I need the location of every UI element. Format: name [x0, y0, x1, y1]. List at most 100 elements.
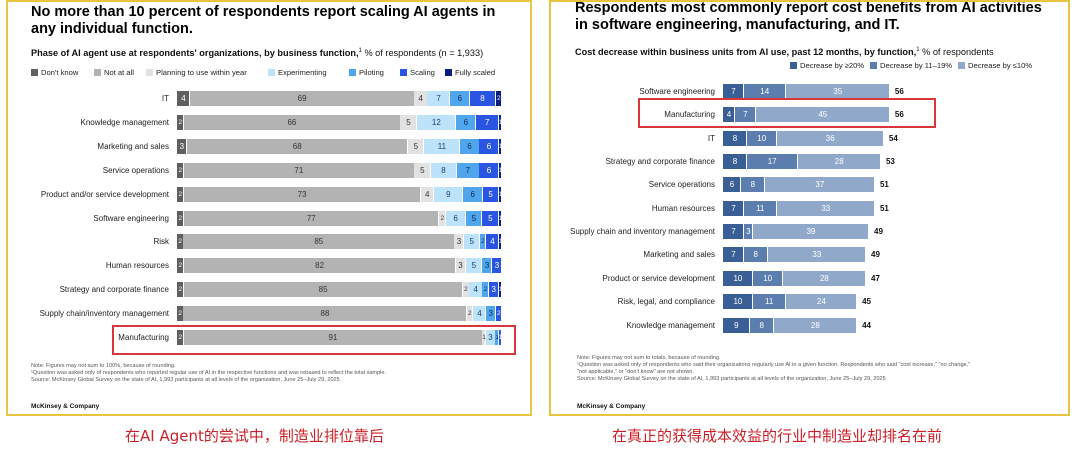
left-bar-marketing-and-sales-piloting — [459, 138, 479, 154]
left-bar-it-experimenting — [427, 91, 450, 106]
left-bar-marketing-and-sales-planning-to-use-within-year — [407, 138, 424, 154]
left-value-label-service-operations-experimenting: 8 — [441, 165, 446, 175]
right-total-label-manufacturing: 56 — [894, 110, 904, 120]
left-value-label-strategy-and-corporate-finance-scaling: 3 — [491, 285, 496, 295]
right-value-label-it-decrease-by-20: 8 — [732, 133, 738, 143]
left-category-label-it: IT — [161, 94, 169, 103]
right-value-label-manufacturing-decrease-by-20: 4 — [726, 110, 732, 120]
left-legend-label-experimenting: Experimenting — [278, 68, 327, 77]
left-category-label-supply-chain-inventory-management: Supply chain/inventory management — [39, 309, 169, 319]
left-value-label-it-planning-to-use-within-year: 4 — [418, 94, 423, 103]
right-bar-software-engineering-decrease-by-10 — [785, 84, 890, 99]
left-legend-swatch-planning-to-use-within-year — [146, 69, 153, 76]
left-category-label-marketing-and-sales: Marketing and sales — [97, 141, 169, 151]
left-value-label-manufacturing-not-at-all: 91 — [328, 333, 338, 342]
right-value-label-risk-legal-and-compliance-decrease-by-10: 24 — [816, 297, 826, 307]
left-value-label-human-resources-don-t-know: 2 — [178, 262, 183, 270]
left-bar-product-and-or-service-development-scaling — [482, 186, 499, 202]
left-manufacturing-highlight-box — [112, 325, 516, 355]
left-value-label-manufacturing-planning-to-use-within-year: 1 — [482, 334, 486, 341]
left-bar-product-and-or-service-development-planning-to-use-within-year — [420, 186, 434, 202]
right-total-label-risk-legal-and-compliance: 45 — [862, 297, 871, 307]
left-bar-strategy-and-corporate-finance-not-at-all — [183, 282, 462, 298]
left-value-label-human-resources-not-at-all: 82 — [315, 261, 325, 271]
left-value-label-product-and-or-service-development-planning-to-use-within-year: 4 — [425, 189, 430, 199]
left-value-label-product-and-or-service-development-scaling: 5 — [488, 189, 493, 199]
left-value-label-software-engineering-fully-scaled: 1 — [498, 214, 503, 222]
left-value-label-product-and-or-service-development-don-t-know: 2 — [178, 190, 183, 198]
left-value-label-human-resources-experimenting: 5 — [471, 261, 477, 271]
right-value-label-knowledge-management-decrease-by-20: 9 — [734, 320, 739, 330]
right-value-label-service-operations-decrease-by-11-19: 8 — [750, 180, 756, 190]
left-value-label-supply-chain-inventory-management-piloting: 3 — [488, 309, 493, 319]
left-value-label-it-experimenting: 7 — [436, 94, 441, 103]
right-value-label-manufacturing-decrease-by-11-19: 7 — [743, 110, 748, 120]
left-bar-strategy-and-corporate-finance-don-t-know — [177, 282, 183, 298]
right-total-label-strategy-and-corporate-finance: 53 — [885, 157, 895, 167]
right-brand: McKinsey & Company — [577, 403, 646, 410]
left-legend-item-scaling: Scaling — [400, 68, 435, 78]
left-value-label-knowledge-management-fully-scaled: 1 — [498, 118, 503, 126]
right-value-label-supply-chain-and-inventory-management-decrease-by-10: 39 — [806, 227, 816, 237]
left-value-label-service-operations-not-at-all: 71 — [294, 165, 304, 175]
right-subtitle-bold: Cost decrease within business units from… — [575, 47, 917, 58]
right-value-label-service-operations-decrease-by-20: 6 — [729, 180, 735, 190]
right-category-label-marketing-and-sales: Marketing and sales — [643, 250, 715, 260]
left-bar-risk-not-at-all — [183, 234, 454, 250]
left-bar-product-and-or-service-development-not-at-all — [183, 186, 421, 202]
right-legend-swatch-decrease-by-20 — [790, 62, 797, 69]
left-legend-item-planning-to-use-within-year: Planning to use within year — [146, 68, 247, 78]
left-legend-swatch-fully-scaled — [445, 69, 452, 76]
left-value-label-manufacturing-don-t-know: 2 — [178, 334, 183, 341]
left-caption: 在AI Agent的尝试中，制造业排位靠后 — [125, 427, 384, 445]
left-legend-item-fully-scaled: Fully scaled — [445, 68, 495, 78]
left-bar-software-engineering-not-at-all — [183, 210, 439, 226]
left-value-label-human-resources-planning-to-use-within-year: 3 — [458, 261, 463, 271]
left-bar-human-resources-piloting — [482, 258, 492, 274]
right-bar-marketing-and-sales-decrease-by-20 — [723, 247, 744, 263]
left-legend-item-piloting: Piloting — [349, 68, 384, 78]
right-value-label-knowledge-management-decrease-by-10: 28 — [810, 320, 820, 330]
left-bar-manufacturing-not-at-all — [183, 330, 482, 345]
left-note-1: Note: Figures may not sum to 100%, becau… — [31, 363, 176, 369]
left-subtitle-rest: % of respondents (n = 1,933) — [361, 48, 484, 59]
left-bar-strategy-and-corporate-finance-scaling — [488, 282, 499, 298]
left-bar-software-engineering-scaling — [482, 210, 499, 226]
right-bar-knowledge-management-decrease-by-10 — [773, 317, 857, 333]
left-value-label-software-engineering-not-at-all: 77 — [306, 213, 316, 223]
right-value-label-marketing-and-sales-decrease-by-10: 33 — [812, 250, 822, 260]
right-chart-panel: Respondents most commonly report cost be… — [549, 0, 1070, 416]
left-bar-product-and-or-service-development-fully-scaled — [498, 186, 502, 202]
left-category-label-product-and-or-service-development: Product and/or service development — [40, 189, 169, 199]
left-bar-marketing-and-sales-not-at-all — [186, 138, 408, 154]
left-legend-item-not-at-all: Not at all — [94, 68, 134, 78]
right-category-label-risk-legal-and-compliance: Risk, legal, and compliance — [617, 297, 715, 307]
right-value-label-human-resources-decrease-by-11-19: 11 — [756, 203, 765, 213]
left-value-label-risk-experimenting: 5 — [469, 237, 474, 247]
left-category-label-human-resources: Human resources — [105, 261, 169, 271]
left-value-label-risk-not-at-all: 85 — [314, 237, 324, 247]
right-bar-supply-chain-and-inventory-management-decrease-by-11-19 — [743, 224, 752, 240]
left-legend-label-piloting: Piloting — [359, 68, 384, 77]
right-category-label-manufacturing: Manufacturing — [664, 110, 715, 120]
right-subtitle-rest: % of respondents — [919, 47, 994, 58]
left-bar-it-don-t-know — [177, 91, 190, 106]
left-bar-risk-experimenting — [463, 234, 480, 250]
right-bar-manufacturing-decrease-by-20 — [723, 107, 735, 123]
left-bar-knowledge-management-fully-scaled — [498, 114, 502, 130]
left-value-label-it-don-t-know: 4 — [181, 94, 186, 103]
left-bar-it-planning-to-use-within-year — [414, 91, 427, 106]
left-subtitle-bold: Phase of AI agent use at respondents' or… — [31, 48, 359, 59]
left-legend-swatch-don-t-know — [31, 69, 38, 76]
left-category-label-risk: Risk — [153, 237, 169, 247]
left-value-label-it-fully-scaled: 2 — [496, 95, 501, 102]
left-bar-marketing-and-sales-scaling — [479, 138, 499, 154]
left-value-label-strategy-and-corporate-finance-fully-scaled: 1 — [498, 286, 503, 294]
left-bar-marketing-and-sales-experimenting — [424, 138, 460, 154]
left-bar-marketing-and-sales-fully-scaled — [498, 138, 502, 154]
left-legend-swatch-experimenting — [268, 69, 275, 76]
right-subtitle-sup: 1 — [916, 47, 920, 53]
left-value-label-marketing-and-sales-not-at-all: 68 — [292, 141, 302, 151]
right-note-3: "not applicable," or "don't know" are no… — [577, 369, 694, 375]
left-brand: McKinsey & Company — [31, 403, 100, 410]
